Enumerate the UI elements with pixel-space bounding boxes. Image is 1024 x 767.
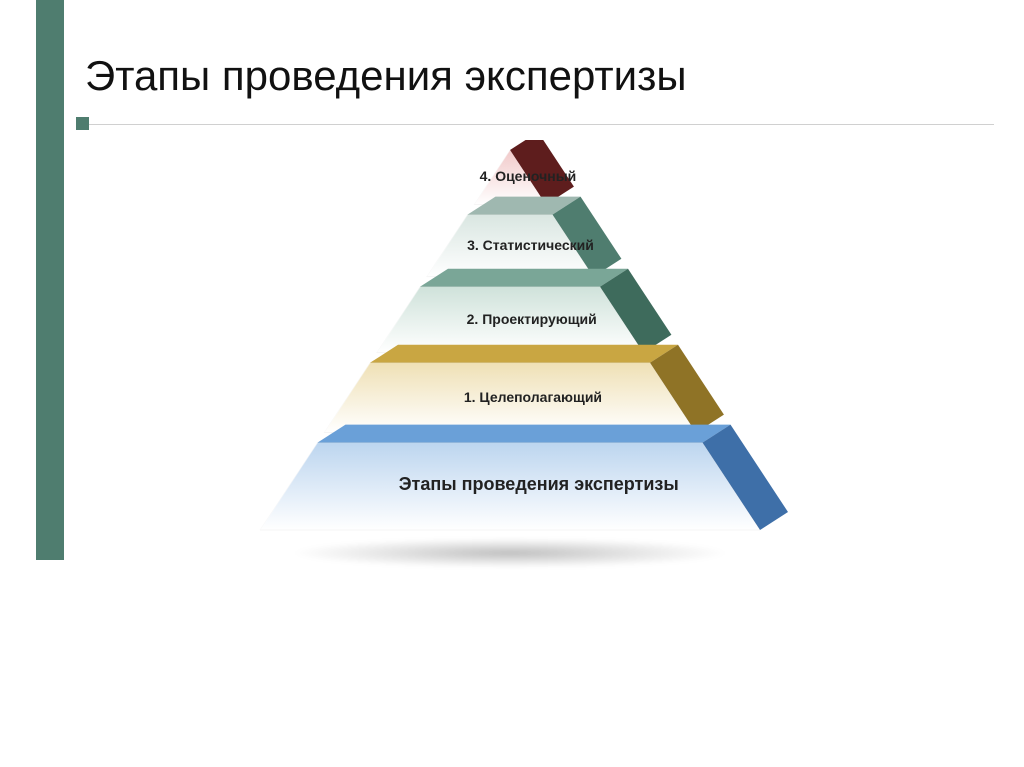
slide: Этапы проведения экспертизы 4. Оценочный… <box>0 0 1024 767</box>
pyramid-svg <box>200 140 820 590</box>
page-title: Этапы проведения экспертизы <box>85 52 687 100</box>
pyramid-diagram: 4. Оценочный 3. Статистический 2. Проект… <box>200 140 820 590</box>
accent-square-icon <box>76 117 89 130</box>
sidebar-bar <box>36 0 64 560</box>
divider-line <box>85 124 994 125</box>
